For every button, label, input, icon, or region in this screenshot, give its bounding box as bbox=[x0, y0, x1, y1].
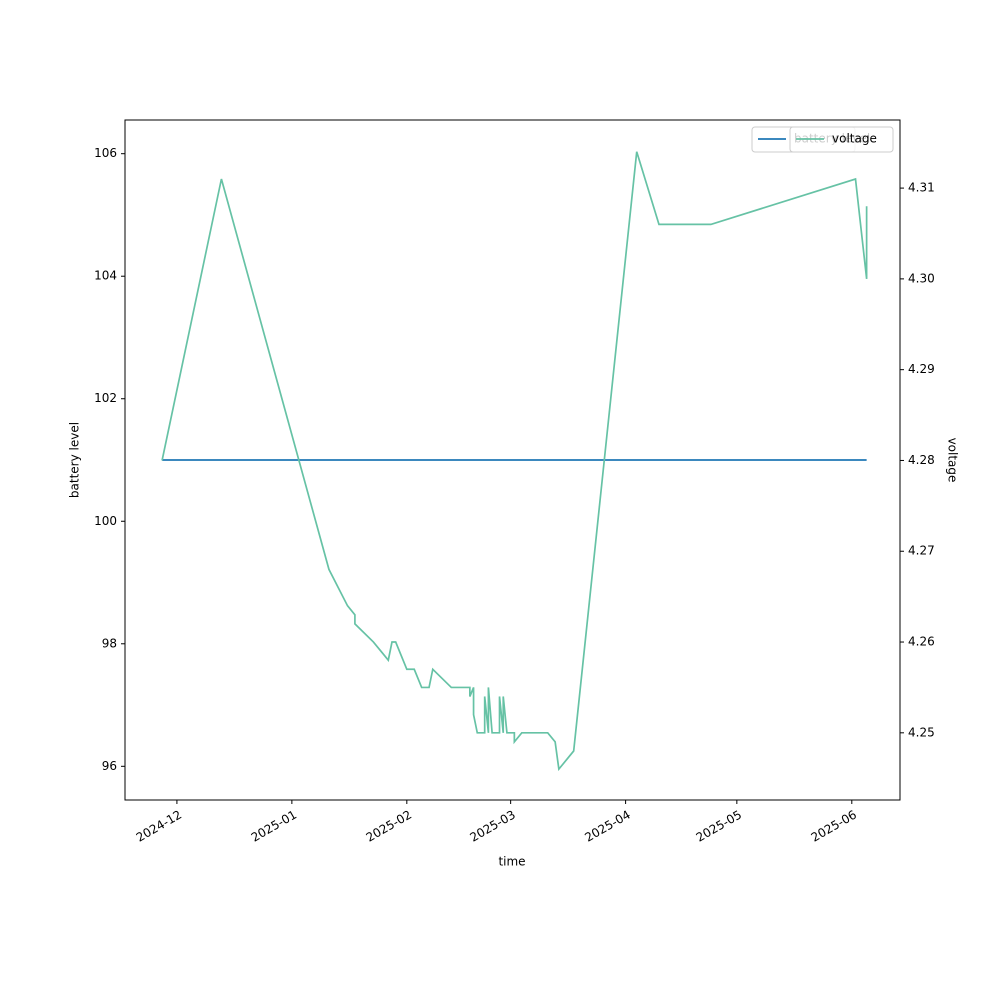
y2-tick-label: 4.31 bbox=[908, 181, 935, 195]
y2-tick-label: 4.25 bbox=[908, 725, 935, 739]
x-tick-label: 2024-12 bbox=[134, 808, 184, 845]
y-tick-label: 98 bbox=[102, 636, 117, 650]
x-tick-label: 2025-04 bbox=[582, 808, 632, 845]
legend-box bbox=[789, 126, 894, 153]
y2-tick-label: 4.28 bbox=[908, 453, 935, 467]
y2-axis-label: voltage bbox=[946, 438, 960, 483]
series-line bbox=[161, 151, 868, 772]
y-tick-label: 106 bbox=[94, 146, 117, 160]
y2-tick-label: 4.29 bbox=[908, 362, 935, 376]
y-tick-label: 96 bbox=[102, 759, 117, 773]
y-tick-label: 102 bbox=[94, 391, 117, 405]
plot-frame bbox=[124, 119, 901, 801]
y-axis-label: battery level bbox=[68, 422, 82, 498]
x-axis-label: time bbox=[498, 855, 525, 869]
x-tick-label: 2025-01 bbox=[249, 808, 299, 845]
y2-tick-label: 4.30 bbox=[908, 271, 935, 285]
y2-tick-label: 4.27 bbox=[908, 544, 935, 558]
y-tick-label: 104 bbox=[94, 269, 117, 283]
x-tick-label: 2025-05 bbox=[694, 808, 744, 845]
x-tick-label: 2025-03 bbox=[467, 808, 517, 845]
legend-label: voltage bbox=[832, 132, 877, 146]
y-tick-label: 100 bbox=[94, 514, 117, 528]
y2-tick-label: 4.26 bbox=[908, 635, 935, 649]
x-tick-label: 2025-06 bbox=[809, 808, 859, 845]
x-tick-label: 2025-02 bbox=[364, 808, 414, 845]
